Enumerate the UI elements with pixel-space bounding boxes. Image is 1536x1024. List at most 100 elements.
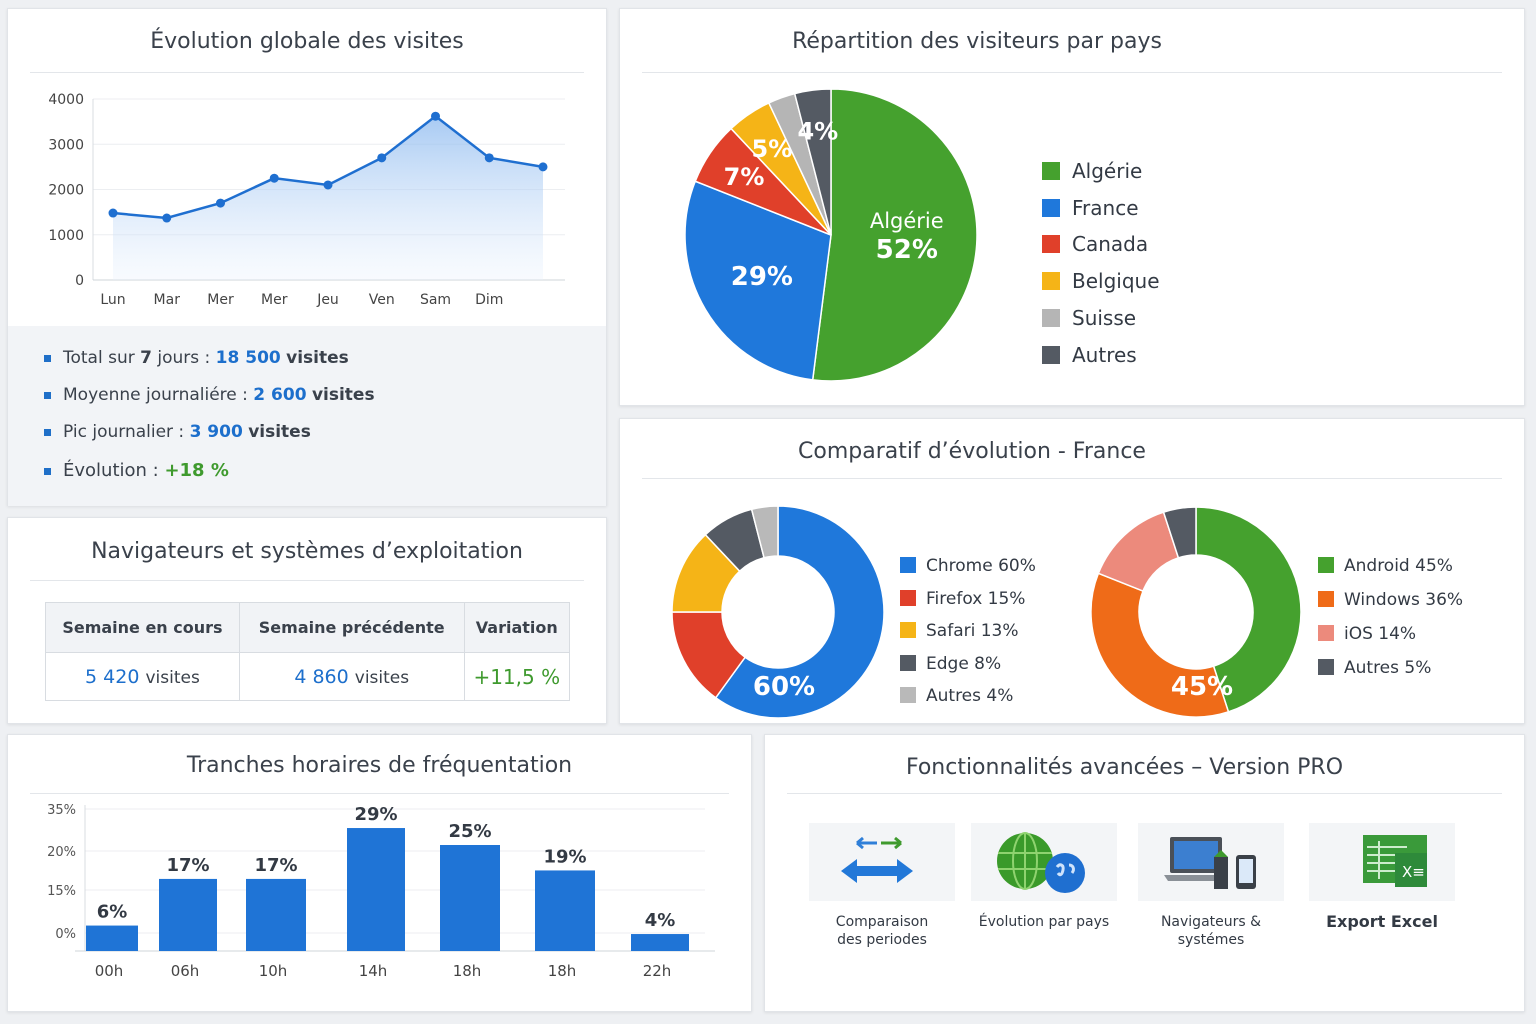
feature-compare-periods[interactable]: Comparaison des periodes [809,823,955,949]
area-fill [113,116,543,280]
slice-value-label: 7% [724,163,765,191]
cell-variation: +11,5 % [463,652,571,701]
legend-label: Canada [1072,232,1149,257]
feature-label: Navigateurs & systémes [1160,914,1262,948]
legend-item: Edge 8% [900,654,1001,674]
hours-title: Tranches horaires de fréquentation [186,753,573,778]
legend-item: Autres 4% [900,686,1013,706]
legend-item: France [1042,196,1139,220]
y-tick-label: 2000 [48,183,84,199]
bar-value-label: 6% [97,902,128,923]
legend-swatch [900,589,916,606]
table-row: 5 420 visites 4 860 visites +11,5 % [45,652,571,701]
x-tick-label: Jeu [316,292,339,308]
slice-autres [750,505,779,559]
data-point [538,162,548,172]
legend-swatch [1318,625,1334,641]
slice-value-label: 29% [731,262,793,292]
y-tick-label: 20% [47,845,76,860]
legend-swatch [1042,235,1060,254]
data-point [269,173,279,183]
bar-00h [86,925,138,951]
legend-label: France [1072,195,1139,220]
stat-total: Total sur 7 jours : 18 500 visites [44,348,349,368]
x-tick-label: Dim [475,292,503,308]
feature-country-evolution[interactable]: Évolution par pays [971,823,1117,931]
slice-autres [1162,506,1197,559]
stat-label-end: jours : [151,348,216,368]
svg-text:X≡: X≡ [1402,863,1425,881]
slice-value-label: 52% [876,235,938,265]
bullet-icon [44,354,51,362]
feature-label: Évolution par pays [978,914,1110,930]
bar-14h [347,828,405,951]
stat-value: 3 900 [189,422,243,442]
legend-swatch [1042,198,1060,217]
bullet-icon [44,467,51,475]
divider [30,580,584,581]
browsers-card: Navigateurs et systèmes d’exploitation S… [7,517,607,724]
legend-item: Algérie [1042,159,1142,183]
data-point [323,180,333,190]
data-point [162,213,172,223]
divider [30,793,729,794]
legend-label: Autres [1072,342,1137,367]
x-tick-label: 22h [643,962,672,980]
legend-swatch [1042,308,1060,327]
stat-unit: visites [248,422,311,442]
pro-title: Fonctionnalités avancées – Version PRO [905,755,1344,780]
bullet-icon [44,428,51,436]
cell-current: 5 420 visites [45,652,240,701]
legend-label: Algérie [1072,159,1143,183]
legend-swatch [1042,162,1060,180]
x-tick-label: Sam [420,292,451,308]
x-tick-label: Mer [261,292,288,308]
slice-value-label: 4% [797,118,838,146]
country-title: Répartition des visiteurs par pays [792,29,1162,54]
legend-swatch [1318,557,1334,573]
legend-swatch [900,687,916,703]
legend-label: Safari 13% [926,621,1019,641]
feature-browsers-systems[interactable]: Navigateurs & systémes [1138,823,1284,949]
legend-label: Chrome 60% [926,556,1036,576]
data-point [216,198,225,208]
bar-10h [246,878,306,951]
x-tick-label: Ven [369,292,395,308]
stats-panel: Total sur 7 jours : 18 500 visites Moyen… [8,326,606,506]
legend-label: Autres 5% [1344,658,1432,678]
data-point [484,153,494,163]
cell-previous: 4 860 visites [238,652,465,701]
weekly-comparison-table: Semaine en cours Semaine précédente Variat… [45,602,571,701]
feature-label: Export Excel [1326,912,1438,931]
slice-android [1195,506,1302,713]
devices-icon [1138,823,1284,901]
legend-label: Firefox 15% [926,588,1026,609]
x-tick-label: Mer [207,292,234,308]
legend-label: iOS 14% [1344,624,1417,644]
compare-card: Comparatif d’évolution - France Chrome 6… [619,418,1525,724]
legend-label: Android 45% [1344,556,1453,576]
bar-value-label: 19% [543,846,586,867]
y-tick-label: 0% [55,927,76,942]
compare-title: Comparatif d’évolution - France [798,439,1146,464]
slice-chrome [714,505,885,719]
bullet-icon [44,391,51,399]
bar-18h [440,845,500,951]
legend-item: Windows 36% [1318,590,1463,610]
legend-item: Firefox 15% [900,589,1025,609]
stat-label: Pic journalier : [63,422,190,442]
data-point [108,208,118,218]
y-tick-label: 15% [47,884,76,899]
stat-peak: Pic journalier : 3 900 visites [44,422,311,442]
bar-value-label: 25% [448,821,491,842]
legend-item: Safari 13% [900,621,1019,641]
header-current-week: Semaine en cours [45,602,240,653]
legend-swatch [1042,272,1060,291]
divider [30,72,584,73]
stat-evolution: Évolution : +18 % [44,460,229,481]
feature-export-excel[interactable]: X≡ Export Excel [1309,823,1455,931]
bar-value-label: 29% [354,804,397,825]
legend-item: Canada [1042,232,1148,256]
excel-icon: X≡ [1309,823,1455,901]
